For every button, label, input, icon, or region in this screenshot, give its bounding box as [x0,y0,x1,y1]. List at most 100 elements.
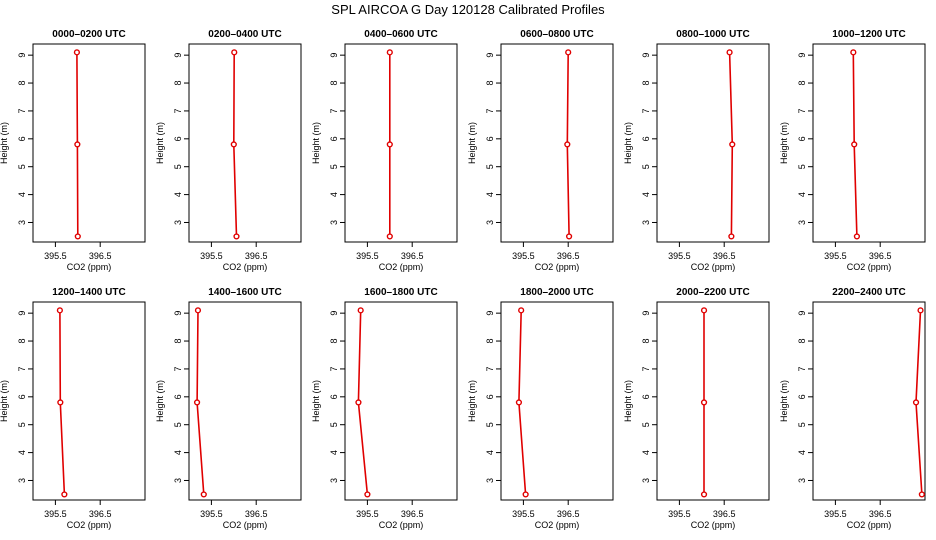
y-tick-label: 9 [329,311,339,316]
panel-title: 0800–1000 UTC [676,29,749,40]
x-tick-label: 395.5 [668,509,691,519]
y-axis-label: Height (m) [623,122,633,164]
y-tick-label: 4 [329,450,339,455]
y-axis-label: Height (m) [779,122,789,164]
y-tick-label: 5 [641,422,651,427]
y-tick-label: 8 [173,81,183,86]
y-tick-label: 9 [641,53,651,58]
y-tick-label: 5 [17,164,27,169]
profile-point [74,233,81,240]
y-tick-label: 5 [485,164,495,169]
y-tick-label: 4 [641,192,651,197]
profile-point [851,141,858,148]
profile-point [515,399,523,406]
y-tick-label: 4 [485,192,495,197]
y-axis-label: Height (m) [155,380,165,422]
x-axis-label: CO2 (ppm) [67,262,112,272]
profile-point [565,49,572,56]
profile-point [355,399,362,406]
y-tick-label: 8 [797,339,807,344]
x-tick-label: 396.5 [89,251,112,261]
y-tick-label: 9 [485,53,495,58]
y-tick-label: 6 [641,136,651,141]
profile-point [357,307,364,314]
x-tick-label: 395.5 [824,509,847,519]
y-axis-label: Height (m) [779,380,789,422]
y-tick-label: 8 [641,339,651,344]
profile-point [700,399,708,406]
x-tick-label: 395.5 [824,251,847,261]
panel-title: 1600–1800 UTC [364,287,437,298]
y-axis-label: Height (m) [0,122,9,164]
panel-title: 1800–2000 UTC [520,287,593,298]
x-tick-label: 396.5 [869,251,892,261]
y-tick-label: 3 [17,478,27,483]
x-tick-label: 396.5 [713,251,736,261]
profile-point [386,233,393,240]
y-tick-label: 7 [17,366,27,371]
y-tick-label: 9 [485,311,495,316]
y-tick-label: 9 [173,53,183,58]
y-tick-label: 4 [17,192,27,197]
y-tick-label: 5 [329,422,339,427]
y-tick-label: 8 [797,81,807,86]
x-tick-label: 395.5 [200,251,223,261]
y-tick-label: 8 [485,81,495,86]
profile-point [564,141,571,148]
y-tick-label: 6 [797,394,807,399]
y-tick-label: 3 [329,220,339,225]
x-axis-label: CO2 (ppm) [379,262,424,272]
x-tick-label: 396.5 [713,509,736,519]
y-tick-label: 8 [17,81,27,86]
y-tick-label: 4 [797,192,807,197]
x-axis-label: CO2 (ppm) [847,262,892,272]
panel-title: 1200–1400 UTC [52,287,125,298]
x-tick-label: 395.5 [512,509,535,519]
profile-point [364,491,371,498]
y-axis-label: Height (m) [0,380,9,422]
x-axis-label: CO2 (ppm) [223,262,268,272]
y-tick-label: 3 [797,220,807,225]
y-tick-label: 3 [173,478,183,483]
y-tick-label: 3 [797,478,807,483]
y-tick-label: 3 [485,220,495,225]
y-tick-label: 6 [17,136,27,141]
profile-point [200,491,207,498]
y-tick-label: 9 [797,311,807,316]
panel-title: 2000–2200 UTC [676,287,749,298]
y-tick-label: 7 [485,366,495,371]
y-axis-label: Height (m) [311,122,321,164]
panel-title: 2200–2400 UTC [832,287,905,298]
profile-point [386,141,393,148]
profile-point [726,49,733,56]
x-tick-label: 395.5 [44,251,67,261]
panel-title: 0400–0600 UTC [364,29,437,40]
y-tick-label: 6 [173,136,183,141]
profile-point [193,399,201,406]
x-tick-label: 396.5 [557,251,580,261]
y-tick-label: 9 [329,53,339,58]
y-tick-label: 5 [797,422,807,427]
y-tick-label: 4 [17,450,27,455]
y-tick-label: 7 [797,366,807,371]
y-tick-label: 7 [329,366,339,371]
y-tick-label: 5 [641,164,651,169]
plot-frame [500,301,614,501]
y-tick-label: 3 [17,220,27,225]
y-tick-label: 4 [797,450,807,455]
y-tick-label: 8 [641,81,651,86]
y-axis-label: Height (m) [311,380,321,422]
x-axis-label: CO2 (ppm) [847,520,892,530]
y-tick-label: 3 [329,478,339,483]
y-tick-label: 3 [641,220,651,225]
profile-point [61,491,68,498]
y-tick-label: 7 [641,108,651,113]
y-tick-label: 4 [485,450,495,455]
profile-point [700,307,708,314]
profile-point [74,141,81,148]
